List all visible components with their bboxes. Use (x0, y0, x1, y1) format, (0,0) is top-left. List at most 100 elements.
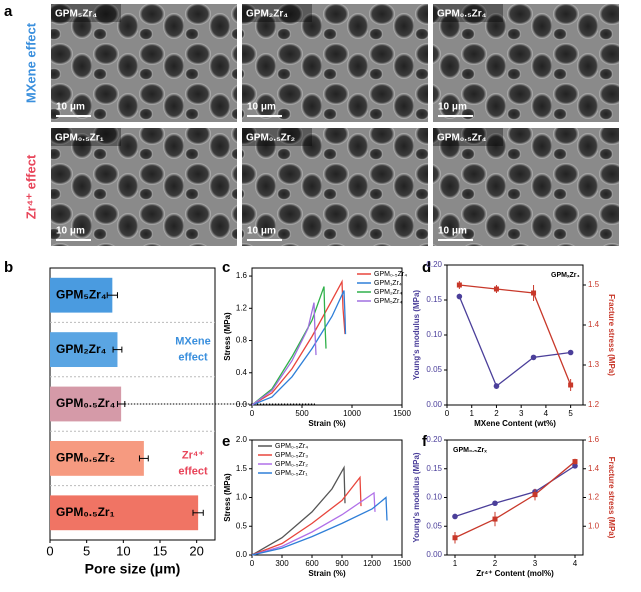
sem-image (242, 4, 428, 122)
panel-label: a (4, 3, 13, 20)
panel-label: b (4, 259, 13, 276)
label-bg (433, 128, 503, 146)
x-tick-label: 1 (470, 409, 475, 418)
y-tick-label: 1.0 (236, 493, 248, 502)
row-label: MXene effect (23, 22, 38, 103)
label-bg (242, 4, 312, 22)
label-bg (242, 128, 312, 146)
x-axis-label: Pore size (μm) (85, 561, 181, 577)
x-tick-label: 0 (250, 559, 255, 568)
y-tick-label: 1.6 (236, 271, 248, 280)
scale-label: 10 μm (247, 102, 276, 113)
y2-axis-label: Fracture stress (MPa) (607, 457, 616, 539)
x-tick-label: 2 (493, 559, 498, 568)
axes-frame (251, 267, 403, 406)
y-tick-label: 0.0 (236, 550, 248, 559)
y-tick-label: 0.4 (236, 368, 248, 377)
x-tick-label: 0 (445, 409, 450, 418)
y2-tick-label: 1.0 (588, 521, 600, 530)
category-label: GPM₀.₅Zr₄ (56, 396, 116, 410)
y2-tick-label: 1.6 (588, 435, 600, 444)
y-tick-label: 1.5 (236, 464, 248, 473)
sem-image (51, 4, 237, 122)
y-tick-label: 0.15 (426, 464, 442, 473)
y2-tick-label: 1.4 (588, 464, 600, 473)
x-tick-label: 600 (305, 559, 319, 568)
series-line (251, 496, 388, 556)
marker (568, 382, 574, 388)
x-tick-label: 1200 (363, 559, 381, 568)
row-label: Zr⁴⁺ effect (23, 154, 38, 219)
y-axis-label: Stress (MPa) (223, 312, 232, 361)
scale-label: 10 μm (56, 102, 85, 113)
x-tick-label: 1 (453, 559, 458, 568)
annotation: effect (178, 352, 208, 364)
x-tick-label: 900 (335, 559, 349, 568)
sem-image (242, 128, 428, 246)
series-line (251, 290, 347, 406)
legend-label: GPM₀.₅Zr₃ (275, 452, 308, 459)
bar (50, 440, 144, 476)
x-tick-label: 5 (83, 543, 90, 558)
y-tick-label: 0.05 (426, 365, 442, 374)
y-axis-label: Stress (MPa) (223, 473, 232, 522)
marker (572, 463, 578, 469)
marker (493, 286, 499, 292)
y-tick-label: 0.00 (426, 550, 442, 559)
sem-image (433, 4, 619, 122)
x-tick-label: 300 (275, 559, 289, 568)
image-label: GPM₂Zr₄ (246, 9, 288, 20)
x-tick-label: 5 (568, 409, 573, 418)
bar (50, 386, 122, 422)
y2-tick-label: 1.5 (588, 280, 600, 289)
x-tick-label: 4 (544, 409, 549, 418)
annotation: MXene (175, 336, 210, 348)
marker (493, 383, 500, 389)
marker (567, 349, 574, 356)
panel-label: f (422, 433, 428, 450)
label-bg (51, 128, 121, 146)
y-tick-label: 0.8 (236, 336, 248, 345)
x-tick-label: 3 (519, 409, 524, 418)
y-axis-label: Young's modulus (MPa) (412, 290, 421, 381)
x-tick-label: 0 (46, 543, 53, 558)
bar (50, 332, 118, 368)
label-bg (433, 4, 503, 22)
marker (456, 293, 463, 300)
marker (531, 290, 537, 296)
series-line (251, 286, 327, 406)
x-axis-label: Zr⁴⁺ Content (mol%) (476, 569, 554, 578)
y-tick-label: 0.10 (426, 330, 442, 339)
series-line (454, 465, 576, 518)
x-tick-label: 15 (153, 543, 167, 558)
annotation: GPMₓZr₄ (551, 272, 580, 279)
series-line (251, 302, 317, 406)
annotation: Zr⁴⁺ (182, 450, 204, 462)
label-bg (51, 4, 121, 22)
panel-label: e (222, 433, 230, 450)
legend-label: GPM₀.₅Zr₁ (275, 470, 308, 477)
legend-label: GPM₁Zr₄ (374, 280, 402, 287)
marker (452, 513, 458, 520)
sem-image (51, 128, 237, 246)
scale-label: 10 μm (56, 226, 85, 237)
x-tick-label: 3 (533, 559, 538, 568)
annotation: GPM₀.₅Zrₓ (453, 447, 487, 454)
legend-label: GPM₀.₅Zr₄ (374, 271, 407, 278)
x-tick-label: 1000 (343, 409, 361, 418)
image-label: GPM₀.₅Zr₄ (437, 133, 487, 144)
legend-label: GPM₅Zr₄ (374, 298, 402, 305)
legend-label: GPM₂Zr₄ (374, 289, 402, 296)
marker (492, 516, 498, 522)
x-tick-label: 500 (295, 409, 309, 418)
series-line (251, 475, 362, 556)
category-label: GPM₂Zr₄ (56, 342, 107, 356)
image-label: GPM₀.₅Zr₁ (55, 133, 104, 144)
y2-tick-label: 1.4 (588, 320, 600, 329)
x-tick-label: 1500 (393, 409, 411, 418)
marker (532, 492, 538, 498)
marker (456, 282, 462, 288)
marker (492, 500, 498, 507)
sem-image (433, 128, 619, 246)
